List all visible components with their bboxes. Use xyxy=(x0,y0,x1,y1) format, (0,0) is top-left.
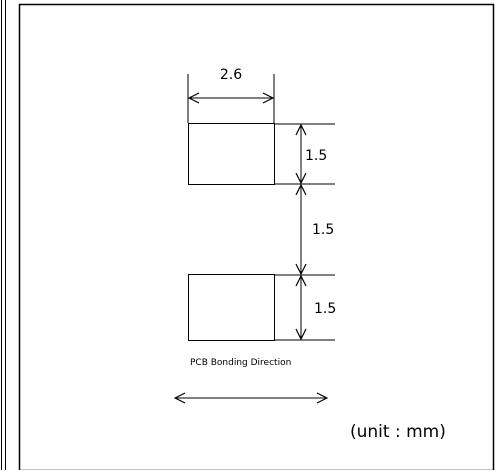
bottom-pad xyxy=(188,274,275,341)
unit-note: (unit : mm) xyxy=(350,422,446,442)
bonding-direction-caption: PCB Bonding Direction xyxy=(190,358,291,368)
drawing-frame xyxy=(18,3,495,470)
bottom-pad-height-label: 1.5 xyxy=(314,301,336,317)
pad-gap-label: 1.5 xyxy=(312,222,334,238)
top-pad xyxy=(188,123,275,185)
pad-width-label: 2.6 xyxy=(220,67,242,83)
top-pad-height-label: 1.5 xyxy=(305,148,327,164)
